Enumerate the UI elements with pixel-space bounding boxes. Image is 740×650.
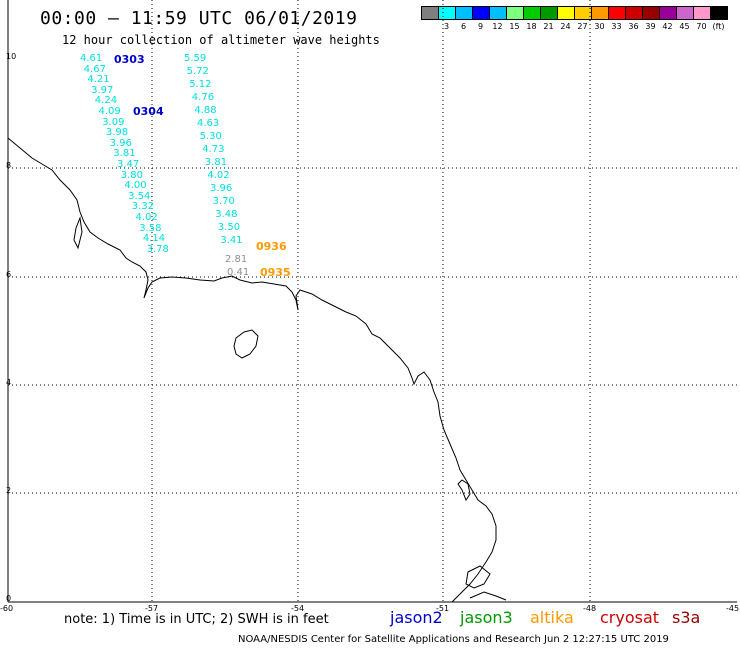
x-label-48: -48	[583, 604, 597, 613]
wave-height-value: 3.32	[131, 201, 155, 213]
pass-time-jason2-a: 0303	[114, 53, 145, 66]
wave-height-value: 4.61	[80, 53, 103, 64]
x-label-60: -60	[0, 604, 14, 613]
satellite-cryosat: cryosat	[600, 608, 660, 627]
y-label-8: 8	[6, 161, 12, 170]
legend-label: 30	[594, 22, 605, 31]
pass-time-jason2-b: 0304	[133, 105, 164, 118]
legend-label: 18	[526, 22, 537, 31]
y-label-2: 2	[6, 486, 12, 495]
x-label-51: -51	[436, 604, 450, 613]
legend-label: 42	[662, 22, 673, 31]
wave-height-value: 4.14	[142, 233, 166, 245]
coastline	[7, 137, 497, 603]
y-label-6: 6	[6, 270, 12, 279]
pass-time-altika-b: 0935	[260, 266, 291, 279]
page-title: 00:00 – 11:59 UTC 06/01/2019	[40, 8, 358, 29]
legend-label: 33	[611, 22, 622, 31]
wave-height-value: 4.67	[83, 63, 106, 75]
wave-height-value: 4.02	[135, 212, 158, 223]
coastline-bay	[457, 479, 471, 502]
legend-label: 15	[509, 22, 520, 31]
legend-swatch	[710, 6, 728, 20]
legend-label: 3	[443, 22, 450, 31]
wave-height-value: 5.59	[184, 53, 207, 64]
wave-height-value: 4.76	[191, 92, 215, 103]
wave-height-value: 3.54	[128, 190, 151, 202]
legend-label: 39	[645, 22, 656, 31]
legend-label: 12	[492, 22, 503, 31]
y-label-10: 10	[6, 52, 17, 61]
color-legend	[421, 6, 728, 20]
x-label-45: -45	[726, 604, 740, 613]
legend-label: 21	[543, 22, 554, 31]
wave-height-value: 3.80	[120, 169, 143, 181]
wave-height-value: 4.09	[98, 106, 121, 117]
y-label-0: 0	[6, 594, 12, 603]
wave-height-value: 3.70	[212, 196, 235, 207]
wave-height-value: 3.98	[105, 127, 129, 139]
satellite-s3a: s3a	[672, 608, 701, 627]
wave-height-value: 5.30	[199, 131, 222, 142]
satellite-jason2: jason2	[390, 608, 443, 627]
legend-label: 36	[628, 22, 639, 31]
wave-height-value: 3.48	[215, 209, 238, 220]
legend-label: 45	[679, 22, 690, 31]
x-label-54: -54	[291, 604, 305, 613]
y-label-4: 4	[6, 378, 12, 387]
satellite-jason3: jason3	[460, 608, 513, 627]
satellite-altika: altika	[530, 608, 574, 627]
wave-height-value: 3.96	[109, 137, 132, 149]
legend-label: 24	[560, 22, 571, 31]
legend-label: 9	[477, 22, 484, 31]
wave-height-value: 3.58	[139, 222, 162, 234]
legend-label: 70	[696, 22, 707, 31]
legend-labels: 3 6 9 12 15 18 21 24 27 30 33 36 39 42 45 70 (ft)	[421, 22, 740, 34]
wave-height-value: 4.02	[207, 170, 230, 181]
wave-height-value-low: 2.81	[225, 254, 248, 265]
wave-height-value: 4.73	[202, 144, 225, 155]
legend-label: 27	[577, 22, 588, 31]
legend-label: (ft)	[712, 22, 725, 31]
footer-note: note: 1) Time is in UTC; 2) SWH is in fe…	[64, 612, 329, 627]
wave-height-value: 3.09	[102, 116, 125, 128]
wave-height-value: 4.88	[194, 105, 217, 116]
coastline-delta	[465, 565, 507, 601]
legend-label: 6	[460, 22, 467, 31]
wave-height-value: 4.24	[94, 95, 118, 107]
wave-height-value: 3.81	[113, 148, 136, 160]
map-grid	[8, 0, 737, 602]
wave-height-value: 3.50	[217, 222, 241, 233]
footer-credit: NOAA/NESDIS Center for Satellite Applica…	[238, 634, 669, 645]
page-subtitle: 12 hour collection of altimeter wave hei…	[62, 33, 380, 47]
x-label-57: -57	[145, 604, 159, 613]
wave-height-value: 3.97	[91, 84, 114, 96]
wave-height-value: 5.12	[189, 79, 212, 90]
wave-height-value: 4.63	[197, 118, 220, 129]
wave-height-value: 5.72	[186, 66, 209, 77]
wave-height-value: 4.00	[124, 180, 147, 192]
island	[233, 329, 259, 359]
wave-height-value: 3.81	[204, 157, 228, 168]
wave-height-value: 3.47	[117, 159, 140, 170]
wave-height-value: 3.41	[220, 235, 243, 246]
coastline-inlet	[73, 216, 83, 250]
wave-height-value: 3.96	[210, 183, 233, 194]
pass-time-altika-a: 0936	[256, 240, 287, 253]
wave-height-value: 4.21	[87, 74, 110, 86]
wave-height-value-low: 0.41	[227, 267, 250, 278]
wave-height-value: 3.78	[146, 243, 169, 255]
